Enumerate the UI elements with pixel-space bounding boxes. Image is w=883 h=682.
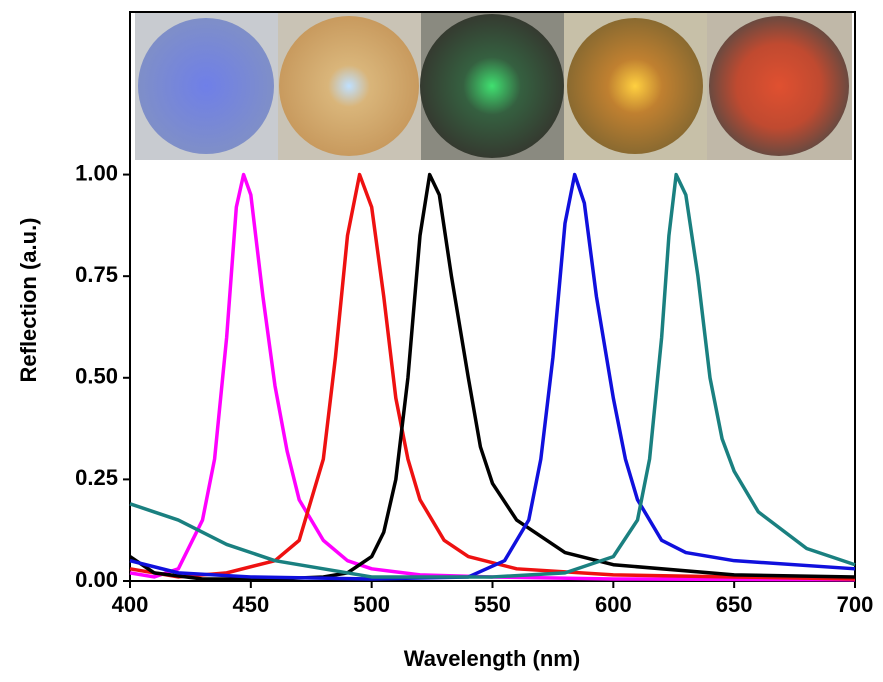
photo-strip	[135, 13, 852, 160]
chart: Wavelength (nm) Reflection (a.u.) 400 450…	[0, 0, 883, 677]
series-line	[130, 175, 855, 579]
x-tick-label: 400	[112, 592, 149, 617]
x-tick-label: 600	[595, 592, 632, 617]
y-tick-label: 1.00	[75, 160, 118, 185]
x-tick-label: 500	[353, 592, 390, 617]
x-tick-label: 700	[837, 592, 874, 617]
x-tick-label: 450	[232, 592, 269, 617]
y-tick-label: 0.75	[75, 262, 118, 287]
x-tick-label: 650	[716, 592, 753, 617]
x-tick-label: 550	[474, 592, 511, 617]
y-tick-label: 0.25	[75, 465, 118, 490]
y-tick-label: 0.00	[75, 567, 118, 592]
series-line	[130, 175, 855, 580]
y-tick-label: 0.50	[75, 364, 118, 389]
series-line	[130, 175, 855, 577]
series-line	[130, 175, 855, 579]
y-axis-title: Reflection (a.u.)	[16, 217, 41, 382]
x-axis-title: Wavelength (nm)	[404, 646, 580, 671]
series-line	[130, 175, 855, 579]
